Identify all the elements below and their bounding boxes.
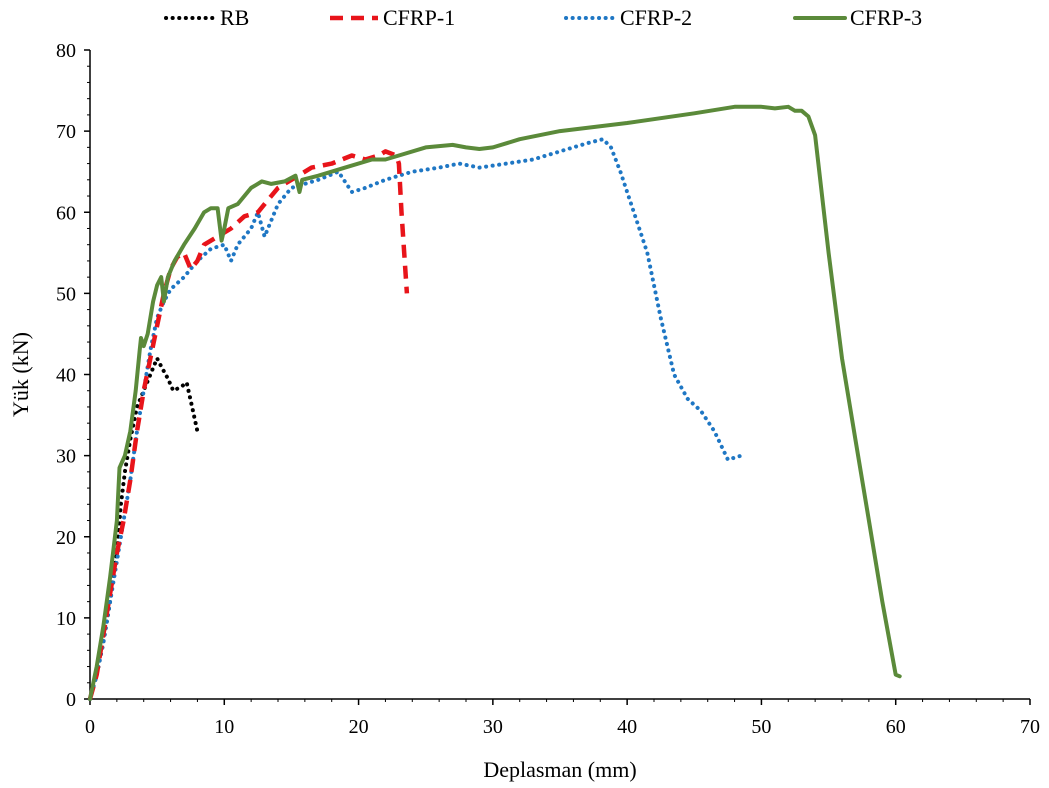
y-tick-label: 30 bbox=[56, 446, 76, 468]
y-tick-label: 0 bbox=[66, 689, 76, 711]
x-tick-label: 40 bbox=[617, 716, 637, 738]
series-line-cfrp-3 bbox=[88, 104, 902, 701]
plot-series bbox=[87, 104, 902, 701]
y-tick-label: 20 bbox=[56, 527, 76, 549]
legend-label-cfrp-2: CFRP-2 bbox=[620, 5, 692, 30]
x-tick-label: 60 bbox=[886, 716, 906, 738]
series-line-cfrp-2 bbox=[88, 137, 744, 701]
legend-label-cfrp-1: CFRP-1 bbox=[383, 5, 455, 30]
x-tick-label: 70 bbox=[1020, 716, 1040, 738]
tick-marks: 0 10 20 30 40 50 60 70 80 0 10 20 30 40 50 60 70 bbox=[56, 40, 1040, 738]
x-tick-label: 20 bbox=[349, 716, 369, 738]
x-tick-label: 30 bbox=[483, 716, 503, 738]
y-tick-label: 80 bbox=[56, 40, 76, 62]
y-tick-label: 10 bbox=[56, 608, 76, 630]
legend-label-rb: RB bbox=[220, 5, 249, 30]
x-tick-label: 10 bbox=[214, 716, 234, 738]
legend-label-cfrp-3: CFRP-3 bbox=[850, 5, 922, 30]
x-tick-label: 0 bbox=[85, 716, 95, 738]
legend: RB CFRP-1 CFRP-2 CFRP-3 bbox=[164, 5, 922, 30]
y-tick-label: 50 bbox=[56, 283, 76, 305]
y-tick-label: 60 bbox=[56, 202, 76, 224]
series-line-cfrp-1 bbox=[87, 149, 410, 700]
x-tick-label: 50 bbox=[751, 716, 771, 738]
x-axis-title: Deplasman (mm) bbox=[483, 757, 636, 782]
y-axis-title: Yük (kN) bbox=[8, 332, 33, 417]
axes bbox=[89, 50, 1030, 700]
y-tick-label: 70 bbox=[56, 121, 76, 143]
y-tick-label: 40 bbox=[56, 365, 76, 387]
series-line-rb bbox=[88, 356, 200, 701]
